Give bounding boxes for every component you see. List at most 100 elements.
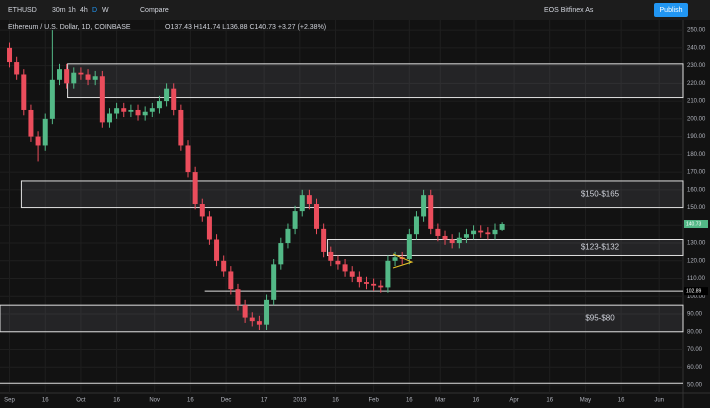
y-tick-label: 210.00 — [687, 99, 706, 105]
candle-body — [306, 195, 312, 205]
price-badge-label: 102.89 — [686, 288, 702, 294]
publish-button[interactable] — [654, 3, 688, 17]
y-tick-label: 160.00 — [687, 187, 706, 193]
candle-body — [85, 74, 91, 80]
candle-body — [192, 172, 198, 205]
y-tick-label: 100.00 — [687, 294, 706, 300]
x-tick-label: Dec — [221, 398, 232, 404]
candle-body — [99, 76, 105, 123]
y-tick-label: 200.00 — [687, 116, 706, 122]
x-tick-label: Nov — [149, 398, 160, 404]
zone — [326, 239, 684, 256]
candle-body — [299, 195, 305, 212]
compare-button[interactable]: Compare — [140, 7, 169, 14]
x-tick-label: 17 — [261, 398, 268, 404]
x-tick-label: 16 — [546, 398, 553, 404]
y-tick-label: 110.00 — [687, 276, 706, 282]
candle-body — [285, 228, 291, 244]
candle-body — [449, 239, 455, 244]
candle-body — [378, 285, 384, 288]
y-tick-label: 170.00 — [687, 170, 706, 176]
candle-body — [413, 216, 419, 235]
interval[interactable]: 30m — [52, 7, 66, 14]
candle-body — [292, 211, 298, 229]
candle-body — [78, 72, 84, 75]
x-tick-label: May — [580, 398, 591, 404]
y-tick-label: 230.00 — [687, 63, 706, 69]
y-tick-label: 130.00 — [687, 241, 706, 247]
x-tick-label: 16 — [618, 398, 625, 404]
x-tick-label: Feb — [368, 398, 379, 404]
interval[interactable]: D — [92, 7, 97, 14]
candle-body — [142, 111, 148, 116]
zone — [20, 180, 684, 209]
candle-body — [164, 88, 170, 102]
candle-body — [156, 101, 162, 109]
candle-body — [342, 264, 348, 272]
y-tick-label: 150.00 — [687, 205, 706, 211]
watchlist-button[interactable]: EOS Bitfinex As — [544, 7, 594, 14]
y-tick-label: 90.00 — [687, 312, 703, 318]
candle-body — [499, 224, 505, 230]
candle-body — [242, 305, 248, 318]
triangle-drawing — [392, 253, 414, 269]
publish-label[interactable]: Publish — [660, 7, 683, 14]
candle-body — [406, 234, 412, 260]
candle-body — [314, 204, 320, 229]
y-tick-label: 250.00 — [687, 28, 706, 34]
y-tick-label: 120.00 — [687, 258, 706, 264]
candle-body — [71, 72, 77, 84]
x-tick-label: 16 — [332, 398, 339, 404]
interval[interactable]: 1h — [68, 7, 76, 14]
x-tick-label: Apr — [509, 398, 518, 404]
candle-body — [235, 289, 241, 306]
toolbar — [0, 0, 710, 20]
interval[interactable]: 4h — [80, 7, 88, 14]
y-tick-label: 70.00 — [687, 347, 703, 353]
candle-body — [256, 321, 262, 325]
candle-body — [128, 109, 134, 112]
candle-body — [42, 118, 48, 146]
candle-body — [471, 230, 477, 235]
candle-body — [221, 260, 227, 272]
candle-body — [92, 76, 98, 80]
candle-body — [328, 251, 334, 261]
candle-body — [228, 271, 234, 290]
candle-body — [121, 108, 127, 112]
zone-label: $123-$132 — [581, 243, 620, 252]
candle-body — [14, 62, 20, 75]
interval[interactable]: W — [102, 7, 109, 14]
x-tick-label: 16 — [113, 398, 120, 404]
candle-body — [264, 299, 270, 325]
y-tick-label: 180.00 — [687, 152, 706, 158]
candle-body — [421, 195, 427, 217]
symbol[interactable]: ETHUSD — [8, 7, 37, 14]
candle-body — [35, 136, 41, 146]
candle-body — [335, 260, 341, 265]
x-tick-label: Jun — [654, 398, 664, 404]
candle-body — [199, 204, 205, 217]
y-tick-label: 60.00 — [687, 365, 703, 371]
candle-body — [7, 47, 13, 63]
candle-body — [28, 109, 34, 137]
candle-body — [428, 195, 434, 229]
candle-body — [114, 108, 120, 114]
zone-label: $95-$80 — [585, 314, 615, 323]
y-tick-label: 50.00 — [687, 383, 703, 389]
candle-body — [456, 237, 462, 244]
y-tick-label: 190.00 — [687, 134, 706, 140]
x-tick-label: Oct — [76, 398, 86, 404]
x-tick-label: 16 — [473, 398, 480, 404]
candle-body — [485, 232, 491, 235]
candle-body — [385, 260, 391, 288]
zone — [67, 63, 684, 99]
candle-body — [49, 79, 55, 119]
price-badge-label: 140.73 — [686, 221, 702, 227]
candle-body — [185, 145, 191, 173]
candle-body — [321, 228, 327, 252]
ohlc-legend: O137.43 H141.74 L136.88 C140.73 +3.27 (+… — [165, 24, 326, 31]
price-badge — [684, 287, 708, 296]
y-tick-label: 80.00 — [687, 329, 703, 335]
